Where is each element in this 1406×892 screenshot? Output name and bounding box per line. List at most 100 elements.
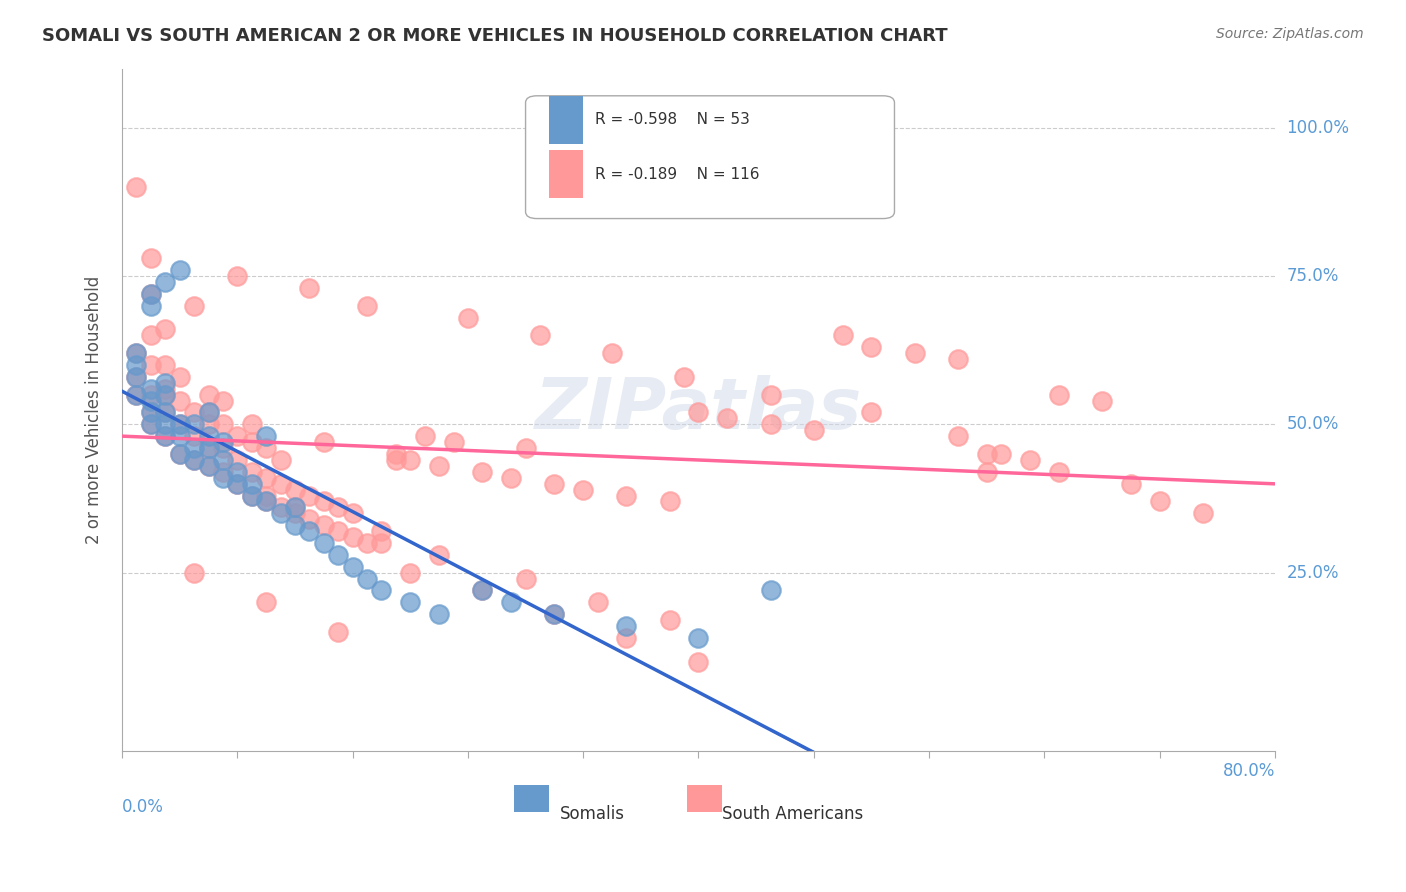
Text: 50.0%: 50.0% xyxy=(1286,416,1339,434)
Point xyxy=(457,310,479,325)
Point xyxy=(226,476,249,491)
Point xyxy=(688,405,710,419)
Point xyxy=(688,655,710,669)
Point xyxy=(139,358,162,372)
Point xyxy=(139,286,162,301)
FancyBboxPatch shape xyxy=(515,785,548,812)
Point xyxy=(413,429,436,443)
Text: 25.0%: 25.0% xyxy=(1286,564,1339,582)
Point xyxy=(370,524,392,538)
Point xyxy=(328,500,350,515)
Point xyxy=(197,417,219,432)
Point xyxy=(1192,506,1215,520)
Point xyxy=(529,328,551,343)
Point xyxy=(125,346,148,360)
Point xyxy=(1149,494,1171,508)
Point xyxy=(240,489,263,503)
Point xyxy=(226,429,249,443)
Text: 80.0%: 80.0% xyxy=(1223,763,1275,780)
Point xyxy=(501,595,523,609)
Point xyxy=(169,417,191,432)
Point xyxy=(183,441,205,455)
Point xyxy=(1019,453,1042,467)
Point xyxy=(328,624,350,639)
Point xyxy=(370,536,392,550)
Point xyxy=(155,358,177,372)
Text: Somalis: Somalis xyxy=(560,805,626,823)
Point xyxy=(312,536,335,550)
Point xyxy=(976,447,998,461)
Point xyxy=(860,340,883,354)
Point xyxy=(155,322,177,336)
Point xyxy=(212,465,235,479)
Point xyxy=(284,500,307,515)
Point xyxy=(399,453,422,467)
Point xyxy=(212,417,235,432)
Point xyxy=(197,458,219,473)
Point xyxy=(312,518,335,533)
Point xyxy=(284,500,307,515)
Point xyxy=(658,613,681,627)
Point xyxy=(169,370,191,384)
Point xyxy=(427,607,450,621)
Point xyxy=(197,405,219,419)
Text: 0.0%: 0.0% xyxy=(122,798,165,816)
Point xyxy=(515,441,537,455)
Point xyxy=(716,411,738,425)
Point xyxy=(759,583,782,598)
Point xyxy=(501,471,523,485)
Point xyxy=(139,328,162,343)
Point xyxy=(616,619,638,633)
Point xyxy=(240,417,263,432)
Point xyxy=(427,458,450,473)
Point xyxy=(543,476,565,491)
Point xyxy=(169,447,191,461)
Point xyxy=(139,417,162,432)
Text: 75.0%: 75.0% xyxy=(1286,267,1339,285)
Point xyxy=(212,453,235,467)
Point xyxy=(183,453,205,467)
FancyBboxPatch shape xyxy=(526,95,894,219)
Point xyxy=(183,299,205,313)
Point xyxy=(946,352,969,367)
Point xyxy=(399,595,422,609)
Point xyxy=(543,607,565,621)
Point xyxy=(155,387,177,401)
Point xyxy=(197,429,219,443)
Point xyxy=(1047,387,1070,401)
Point xyxy=(169,417,191,432)
Point xyxy=(860,405,883,419)
Point xyxy=(342,530,364,544)
Point xyxy=(831,328,853,343)
Point xyxy=(169,263,191,277)
Point xyxy=(183,566,205,580)
Point xyxy=(427,548,450,562)
Point xyxy=(1091,393,1114,408)
Point xyxy=(284,506,307,520)
Point xyxy=(270,506,292,520)
Point xyxy=(471,583,494,598)
Point xyxy=(139,417,162,432)
Point xyxy=(370,583,392,598)
Point xyxy=(169,429,191,443)
Point xyxy=(155,429,177,443)
Point xyxy=(399,566,422,580)
Point xyxy=(298,489,321,503)
Point xyxy=(904,346,927,360)
Point xyxy=(139,387,162,401)
Point xyxy=(443,435,465,450)
Point xyxy=(254,494,277,508)
Point xyxy=(312,494,335,508)
Point xyxy=(125,370,148,384)
Point xyxy=(254,494,277,508)
Point xyxy=(385,447,408,461)
Point xyxy=(125,358,148,372)
Point xyxy=(572,483,595,497)
Point xyxy=(226,453,249,467)
Point xyxy=(298,281,321,295)
Point xyxy=(270,476,292,491)
Point xyxy=(328,548,350,562)
Point xyxy=(298,524,321,538)
Point xyxy=(226,465,249,479)
Point xyxy=(298,512,321,526)
